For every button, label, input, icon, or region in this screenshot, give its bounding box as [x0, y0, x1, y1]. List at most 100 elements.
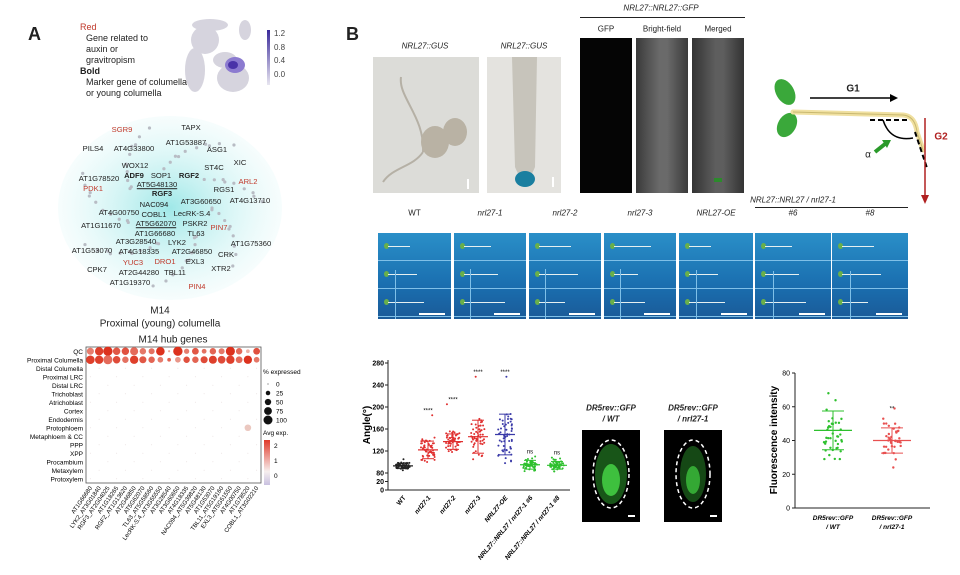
- y-tick-label: 0: [786, 506, 790, 513]
- network-node-dot: [148, 246, 152, 250]
- network-gene-node: LYK2: [167, 238, 187, 248]
- dotplot-dot: [175, 356, 181, 363]
- network-gene-node: ARL2: [238, 177, 258, 187]
- fluorescence-data-point: [898, 440, 901, 444]
- dotplot-dot: [94, 355, 104, 364]
- dotplot-dot: [124, 469, 126, 471]
- dotplot-dot: [221, 427, 223, 429]
- y-tick-label: 60: [782, 404, 790, 411]
- angle-data-point: [531, 460, 534, 463]
- x-category-label: NRL27::NRL27 / nrl27-1 #6: [477, 494, 535, 561]
- alpha-arrow: [873, 142, 887, 154]
- dotplot-dot: [221, 401, 223, 403]
- network-gene-node: AT4G00750: [98, 208, 140, 218]
- dotplot-dot: [203, 367, 205, 369]
- fluorescence-data-point: [839, 433, 842, 436]
- gus-label-1: NRL27::GUS: [401, 41, 449, 51]
- dotplot-dot: [133, 461, 135, 463]
- network-node-dot: [117, 217, 121, 221]
- angle-data-point: [552, 458, 555, 461]
- legend-bold-title: Bold: [80, 66, 100, 76]
- angle-data-point: [474, 423, 477, 426]
- y-axis-label: Angle(°): [362, 406, 373, 444]
- y-tick-label: 160: [372, 427, 384, 434]
- x-category-label: nrl27-3: [463, 495, 482, 516]
- angle-data-point: [472, 438, 475, 441]
- network-node-dot: [162, 167, 166, 171]
- module-subtitle: Proximal (young) columella: [99, 318, 221, 330]
- dotplot-dot: [98, 393, 100, 395]
- fluorescence-data-point: [825, 436, 828, 440]
- fluorescence-data-point: [827, 420, 830, 423]
- dotplot-dot: [116, 452, 118, 454]
- seedling-plate-image: [454, 233, 526, 319]
- size-legend-dot: [263, 415, 273, 425]
- fluorescence-data-point: [892, 466, 895, 469]
- network-node-dot: [127, 250, 131, 254]
- angle-data-point: [481, 443, 484, 446]
- dotplot-dot: [256, 444, 258, 446]
- network-node-dot: [202, 177, 206, 182]
- dotplot-dot: [142, 427, 144, 429]
- dotplot-row-label: Endodermis: [48, 417, 83, 424]
- dotplot-dot: [156, 346, 165, 356]
- significance-label: ****: [500, 370, 510, 376]
- legend-red-desc-3: gravitropism: [86, 55, 136, 65]
- size-legend-dot: [265, 390, 271, 396]
- network-gene-node: PDK1: [83, 184, 103, 194]
- complement-line: [755, 207, 908, 208]
- dotplot-dot: [247, 376, 249, 378]
- angle-data-point: [549, 462, 552, 465]
- color-legend-tick: 1: [274, 458, 278, 465]
- dotplot-row-label: Cortex: [64, 408, 84, 415]
- size-legend-dot: [264, 398, 272, 406]
- angle-data-point: [428, 454, 431, 457]
- dotplot-dot: [107, 384, 109, 386]
- dotplot-dot: [103, 346, 113, 356]
- network-node-dot: [83, 242, 87, 247]
- angle-data-point: [499, 427, 502, 430]
- fluorescence-data-point: [887, 436, 890, 439]
- fluorescence-data-point: [840, 417, 843, 421]
- angle-data-point: [533, 465, 536, 468]
- network-gene-node: AT1G53887: [165, 138, 207, 148]
- angle-data-point: [423, 441, 426, 444]
- dotplot-dot: [89, 427, 91, 429]
- dotplot-dot: [226, 355, 235, 364]
- dotplot-dot: [186, 384, 188, 386]
- angle-data-point: [562, 462, 565, 465]
- network-node-dot: [137, 135, 142, 139]
- dotplot-dot: [112, 356, 121, 364]
- network-node-dot: [94, 200, 98, 204]
- angle-data-point: [478, 417, 481, 420]
- dotplot-row-label: QC: [73, 349, 83, 356]
- network-node-dot: [223, 218, 227, 223]
- angle-data-point: [504, 462, 507, 465]
- dotplot-dot: [98, 418, 100, 420]
- angle-data-point: [552, 461, 555, 464]
- dotplot-row-label: Proximal Columella: [27, 357, 83, 364]
- fluorescence-data-point: [882, 422, 886, 425]
- fluorescence-data-point: [834, 399, 837, 402]
- angle-data-point: [554, 466, 557, 469]
- dotplot-dot: [168, 427, 170, 429]
- angle-data-point: [504, 457, 507, 460]
- network-gene-node: CPK7: [87, 265, 107, 275]
- dotplot-dot: [229, 418, 231, 420]
- fluorescence-data-point: [882, 417, 885, 420]
- network-node-dot: [183, 149, 187, 153]
- network-gene-node: PSKR2: [182, 219, 208, 229]
- dotplot-dot: [148, 348, 155, 355]
- angle-data-point: [397, 465, 400, 468]
- network-gene-node: ADF9: [124, 171, 144, 181]
- dotplot-dot: [157, 356, 164, 363]
- dotplot-dot: [159, 384, 161, 386]
- network-gene-node: RGF3: [151, 189, 173, 199]
- dotplot-dot: [212, 435, 214, 437]
- angle-data-point: [420, 458, 423, 461]
- dr5-nrl-label-1: DR5rev::GFP: [668, 403, 718, 413]
- network-gene-node: XIC: [233, 158, 247, 168]
- legend-red-title: Red: [80, 22, 97, 32]
- angle-data-point: [472, 443, 475, 446]
